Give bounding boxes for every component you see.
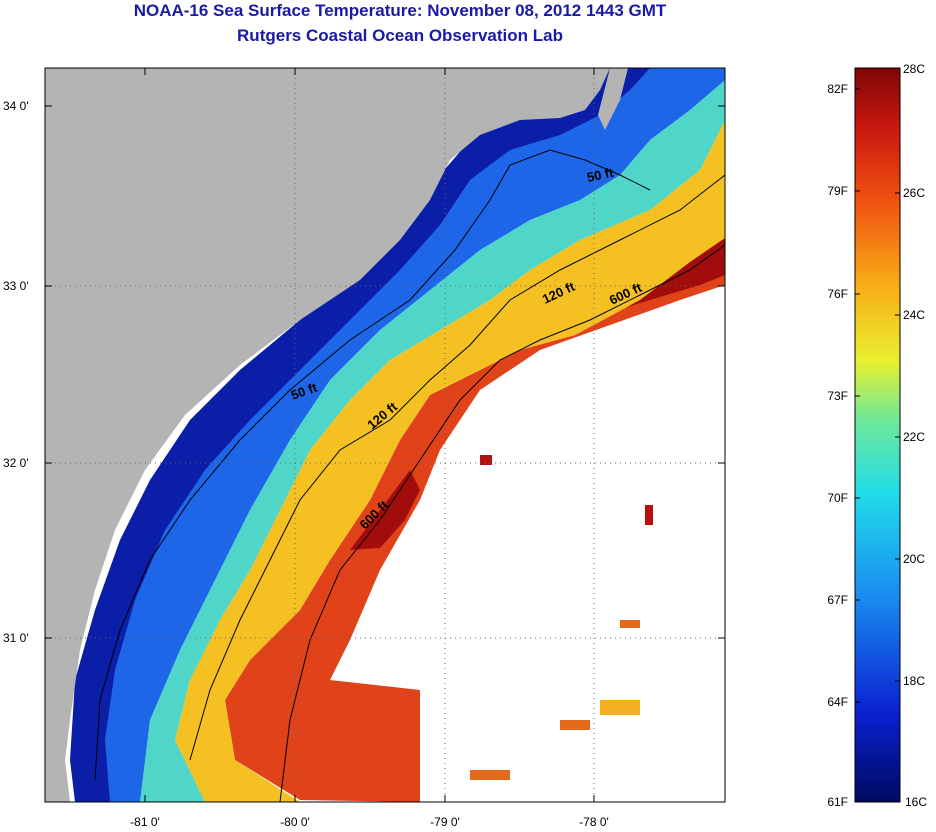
colorbar <box>854 67 901 803</box>
barrier-island <box>598 68 628 130</box>
colorbar-c-label: 16C <box>905 795 927 809</box>
grid-lines <box>45 68 725 802</box>
offshore-warm-water <box>225 238 725 802</box>
colorbar-f-label: 76F <box>827 287 848 301</box>
lon-tick-label: -80 0' <box>280 815 310 829</box>
colorbar-f-label: 73F <box>827 389 848 403</box>
contour-line-50ft <box>94 149 651 781</box>
lat-tick-label: 34 0' <box>3 99 29 113</box>
map-frame <box>44 67 726 803</box>
warm-speckles <box>470 455 653 780</box>
coastal-cold-water <box>70 68 650 802</box>
colorbar-c-label: 26C <box>903 186 925 200</box>
colorbar-f-label: 82F <box>827 82 848 96</box>
mid-shelf-water <box>175 120 725 802</box>
colorbar-c-label: 28C <box>903 62 925 76</box>
contour-label: 50 ft <box>586 165 616 185</box>
gulf-stream-core-south <box>350 470 420 550</box>
lon-tick-label: -81 0' <box>130 815 160 829</box>
colorbar-c-label: 24C <box>903 308 925 322</box>
inner-shelf-water <box>140 80 725 802</box>
colorbar-f-label: 70F <box>827 491 848 505</box>
contour-line-120ft <box>189 174 725 761</box>
lat-tick-label: 32 0' <box>3 456 29 470</box>
colorbar-c-label: 18C <box>903 674 925 688</box>
map-title: NOAA-16 Sea Surface Temperature: Novembe… <box>133 1 667 20</box>
colorbar-f-label: 67F <box>827 593 848 607</box>
lat-tick-label: 31 0' <box>3 631 29 645</box>
axis-ticks <box>45 68 725 802</box>
lon-tick-label: -79 0' <box>430 815 460 829</box>
colorbar-f-label: 61F <box>827 795 848 809</box>
lat-tick-label: 33 0' <box>3 279 29 293</box>
colorbar-c-label: 20C <box>903 552 925 566</box>
colorbar-c-label: 22C <box>903 430 925 444</box>
colorbar-f-label: 64F <box>827 695 848 709</box>
colorbar-f-label: 79F <box>827 184 848 198</box>
lon-tick-label: -78 0' <box>579 815 609 829</box>
land-mass <box>45 68 610 802</box>
map-subtitle: Rutgers Coastal Ocean Observation Lab <box>237 26 563 45</box>
colorbar-ticks <box>855 88 900 703</box>
contour-line-600ft <box>279 244 725 802</box>
